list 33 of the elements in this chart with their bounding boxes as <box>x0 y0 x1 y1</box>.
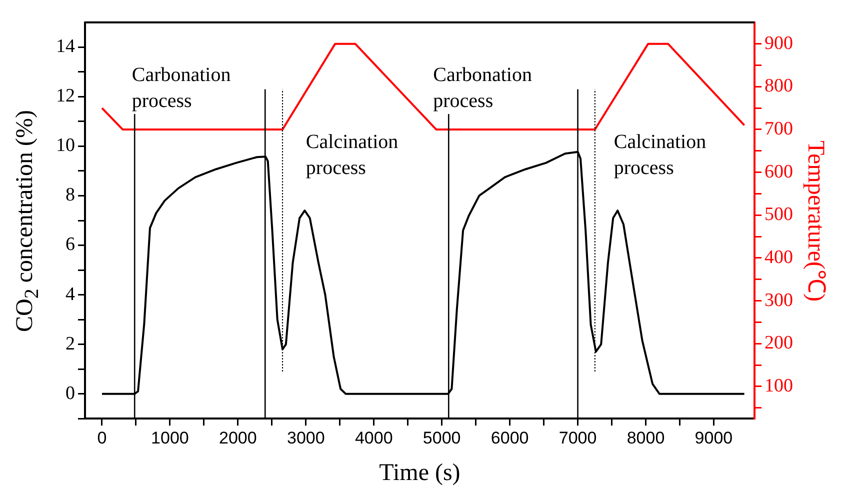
annotation: Carbonation process <box>132 62 252 114</box>
x-tick-label: 7000 <box>558 428 597 448</box>
y-tick-label: 10 <box>56 135 75 156</box>
y-tick-label: 14 <box>56 36 76 58</box>
annotation: Carbonation process <box>433 62 554 114</box>
y2-tick-label: 700 <box>764 118 793 140</box>
x-tick-label: 5000 <box>422 428 461 448</box>
x-tick-label: 9000 <box>694 428 733 448</box>
y2-tick-label: 900 <box>764 32 793 54</box>
y-tick-label: 0 <box>66 382 75 404</box>
y2-tick-label: 500 <box>764 204 793 226</box>
x-tick-label: 8000 <box>626 428 665 448</box>
y2-axis-title: Temperature(℃) <box>802 140 830 301</box>
annotation: Calcination process <box>614 129 734 182</box>
y2-tick-label: 300 <box>764 290 793 311</box>
y-tick-label: 6 <box>66 234 75 256</box>
x-tick-label: 6000 <box>490 428 529 448</box>
y-tick-label: 2 <box>66 333 75 354</box>
y2-tick-label: 200 <box>764 332 793 354</box>
y2-tick-label: 800 <box>764 76 793 97</box>
annotation: Calcination process <box>306 129 426 182</box>
x-tick-label: 2000 <box>219 428 257 448</box>
x-tick-label: 4000 <box>354 428 393 448</box>
x-tick-label: 0 <box>97 428 107 448</box>
y2-tick-label: 100 <box>764 375 793 396</box>
y-tick-label: 4 <box>66 284 76 305</box>
x-tick-label: 3000 <box>286 428 325 448</box>
y-tick-label: 12 <box>56 86 75 107</box>
y2-tick-label: 600 <box>764 161 793 182</box>
y2-tick-label: 400 <box>764 246 793 268</box>
y-tick-label: 8 <box>66 184 75 206</box>
x-tick-label: 1000 <box>151 428 189 448</box>
x-axis-title: Time (s) <box>378 460 462 487</box>
